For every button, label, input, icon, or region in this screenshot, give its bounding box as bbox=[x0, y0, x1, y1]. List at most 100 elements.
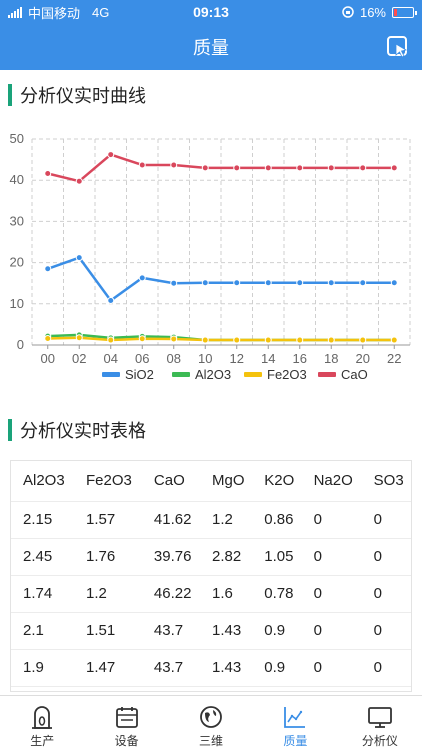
data-point-CaO bbox=[327, 164, 335, 172]
3d-icon bbox=[200, 706, 222, 728]
column-header: Na2O bbox=[301, 461, 362, 502]
table-cell: 46.22 bbox=[141, 575, 201, 613]
data-point-SiO2 bbox=[327, 279, 335, 287]
table-cell: 39.76 bbox=[141, 538, 201, 576]
table-row[interactable]: 2.1 1.51 43.7 1.43 0.9 0 0 bbox=[11, 612, 411, 650]
data-point-CaO bbox=[390, 164, 398, 172]
data-point-CaO bbox=[138, 161, 146, 169]
tab-label: 质量 bbox=[283, 734, 308, 748]
legend-swatch bbox=[318, 372, 336, 377]
y-tick-label: 10 bbox=[10, 296, 24, 311]
status-bar: 中国移动 4G 09:13 16% bbox=[0, 0, 422, 24]
data-point-SiO2 bbox=[233, 279, 241, 287]
data-point-Fe2O3 bbox=[75, 334, 83, 342]
series-line-SiO2 bbox=[47, 256, 395, 303]
table-cell: 2.82 bbox=[200, 538, 253, 576]
legend-label: Fe2O3 bbox=[267, 367, 307, 382]
status-left: 中国移动 4G bbox=[8, 3, 158, 22]
legend-label: Al2O3 bbox=[195, 367, 231, 382]
data-point-Fe2O3 bbox=[390, 336, 398, 344]
signal-icon bbox=[8, 6, 22, 18]
legend-swatch bbox=[102, 372, 120, 377]
header-bar: 质量 bbox=[0, 24, 422, 70]
table-cell: 1.76 bbox=[74, 538, 142, 576]
tab-label: 生产 bbox=[30, 734, 55, 748]
data-point-Fe2O3 bbox=[233, 336, 241, 344]
tab-production[interactable]: 生产 bbox=[0, 696, 84, 750]
column-header: Al2O3 bbox=[11, 461, 75, 502]
table-cell: 1.2 bbox=[74, 575, 142, 613]
table-cell: 0 bbox=[301, 649, 362, 687]
data-point-Fe2O3 bbox=[296, 336, 304, 344]
legend-swatch bbox=[244, 372, 262, 377]
table-cell: 2.1 bbox=[11, 612, 75, 650]
series-line-CaO bbox=[47, 153, 395, 183]
x-tick-label: 08 bbox=[167, 351, 181, 366]
column-header: CaO bbox=[141, 461, 201, 502]
tab-quality[interactable]: 质量 bbox=[253, 696, 337, 750]
x-tick-label: 00 bbox=[41, 351, 55, 366]
table-cell: 1.2 bbox=[200, 501, 253, 539]
table-cell: 0.9 bbox=[252, 649, 302, 687]
data-point-Fe2O3 bbox=[201, 336, 209, 344]
table-cell: 0 bbox=[361, 538, 411, 576]
equipment-icon bbox=[115, 707, 138, 728]
data-point-Fe2O3 bbox=[138, 335, 146, 343]
column-header: K2O bbox=[252, 461, 302, 502]
carrier-name: 中国移动 bbox=[28, 5, 81, 21]
tab-3d[interactable]: 三维 bbox=[169, 696, 253, 750]
y-tick-label: 50 bbox=[10, 131, 24, 146]
column-header: SO3 bbox=[361, 461, 411, 502]
legend-swatch bbox=[172, 372, 190, 377]
tab-label: 分析仪 bbox=[361, 734, 398, 748]
table-cell: 1.57 bbox=[74, 501, 142, 539]
data-point-SiO2 bbox=[201, 279, 209, 287]
x-tick-label: 10 bbox=[198, 351, 212, 366]
table-row[interactable]: 1.9 1.47 43.7 1.43 0.9 0 0 bbox=[11, 649, 411, 687]
data-point-SiO2 bbox=[359, 279, 367, 287]
section-accent-bar bbox=[8, 84, 12, 106]
table-cell: 0 bbox=[301, 575, 362, 613]
x-tick-label: 06 bbox=[135, 351, 149, 366]
table-cell: 1.05 bbox=[252, 538, 302, 576]
tab-analyzer[interactable]: 分析仪 bbox=[338, 696, 422, 750]
tab-label: 三维 bbox=[199, 734, 224, 748]
table-row[interactable]: 2.45 1.76 39.76 2.82 1.05 0 0 bbox=[11, 538, 411, 576]
x-tick-label: 04 bbox=[104, 351, 118, 366]
table-cell: 1.9 bbox=[11, 649, 75, 687]
data-point-CaO bbox=[44, 170, 52, 178]
table-section-title: 分析仪实时表格 bbox=[8, 417, 146, 443]
x-tick-label: 18 bbox=[324, 351, 338, 366]
page-title: 质量 bbox=[193, 38, 229, 58]
column-header: MgO bbox=[200, 461, 253, 502]
y-tick-label: 20 bbox=[10, 255, 24, 270]
table-cell: 0 bbox=[361, 575, 411, 613]
table-cell: 0 bbox=[301, 538, 362, 576]
table-row[interactable]: 2.15 1.57 41.62 1.2 0.86 0 0 bbox=[11, 501, 411, 539]
table-cell: 41.62 bbox=[141, 501, 201, 539]
table-row[interactable]: 1.74 1.2 46.22 1.6 0.78 0 0 bbox=[11, 575, 411, 613]
production-icon bbox=[32, 706, 53, 729]
table-cell: 1.51 bbox=[74, 612, 142, 650]
y-tick-label: 30 bbox=[10, 213, 24, 228]
legend-label: SiO2 bbox=[125, 367, 154, 382]
table-cell: 0 bbox=[301, 612, 362, 650]
data-point-SiO2 bbox=[138, 274, 146, 282]
data-point-CaO bbox=[359, 164, 367, 172]
network-type: 4G bbox=[92, 4, 110, 20]
analyzer-icon bbox=[367, 707, 392, 728]
data-point-CaO bbox=[296, 164, 304, 172]
x-tick-label: 20 bbox=[356, 351, 370, 366]
data-point-Fe2O3 bbox=[264, 336, 272, 344]
table-cell: 0 bbox=[361, 501, 411, 539]
bottom-tab-bar: 生产 设备 三维 质量 分析仪 bbox=[0, 695, 422, 750]
select-cursor-icon[interactable] bbox=[386, 35, 410, 59]
table-cell: 1.74 bbox=[11, 575, 75, 613]
analyzer-table[interactable]: Al2O3 Fe2O3 CaO MgO K2O Na2O SO3 2.15 1.57 41.62… bbox=[10, 460, 412, 692]
x-tick-label: 16 bbox=[293, 351, 307, 366]
data-point-SiO2 bbox=[170, 279, 178, 287]
tab-equipment[interactable]: 设备 bbox=[84, 696, 168, 750]
data-point-Fe2O3 bbox=[170, 335, 178, 343]
legend-label: CaO bbox=[341, 367, 368, 382]
table-cell: 2.45 bbox=[11, 538, 75, 576]
